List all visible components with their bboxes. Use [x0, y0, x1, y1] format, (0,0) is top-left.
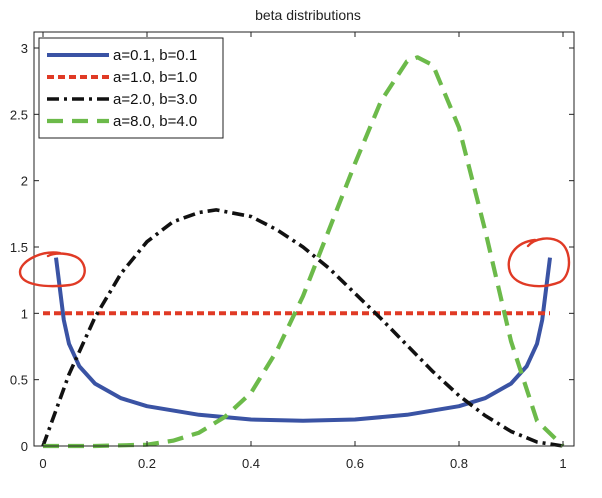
x-tick-label-1: 0.2	[138, 456, 156, 471]
y-tick-label-6: 3	[21, 41, 28, 56]
y-tick-label-4: 2	[21, 174, 28, 189]
series-line-1	[54, 257, 552, 423]
x-tick-label-5: 1	[559, 456, 566, 471]
y-tick-label-3: 1.5	[10, 240, 28, 255]
y-tick-label-2: 1	[21, 306, 28, 321]
plot-frame	[33, 31, 575, 447]
legend-label-3: a=2.0, b=3.0	[113, 91, 197, 108]
x-tick-label-2: 0.4	[242, 456, 260, 471]
series-layer	[41, 55, 565, 449]
circle-annotation-left	[18, 251, 86, 288]
series-line-3	[41, 208, 564, 448]
circle-annotation-right	[507, 237, 571, 288]
legend: a=0.1, b=0.1 a=1.0, b=1.0 a=2.0, b=3.0 a=8.…	[38, 37, 224, 139]
legend-label-2: a=1.0, b=1.0	[113, 69, 197, 86]
x-tick-label-0: 0	[39, 456, 46, 471]
legend-label-4: a=8.0, b=4.0	[113, 113, 197, 130]
y-tick-label-1: 0.5	[10, 373, 28, 388]
annotations	[18, 237, 571, 288]
x-tick-label-3: 0.6	[346, 456, 364, 471]
y-tick-label-5: 2.5	[10, 107, 28, 122]
legend-label-1: a=0.1, b=0.1	[113, 47, 197, 64]
series-line-4	[43, 55, 565, 449]
x-tick-label-4: 0.8	[450, 456, 468, 471]
ticks-layer: 0 0.2 0.4 0.6 0.8 1 0 0.5 1 1.5 2 2.5 3	[10, 32, 574, 471]
y-tick-label-0: 0	[21, 439, 28, 454]
chart-title: beta distributions	[255, 7, 361, 23]
